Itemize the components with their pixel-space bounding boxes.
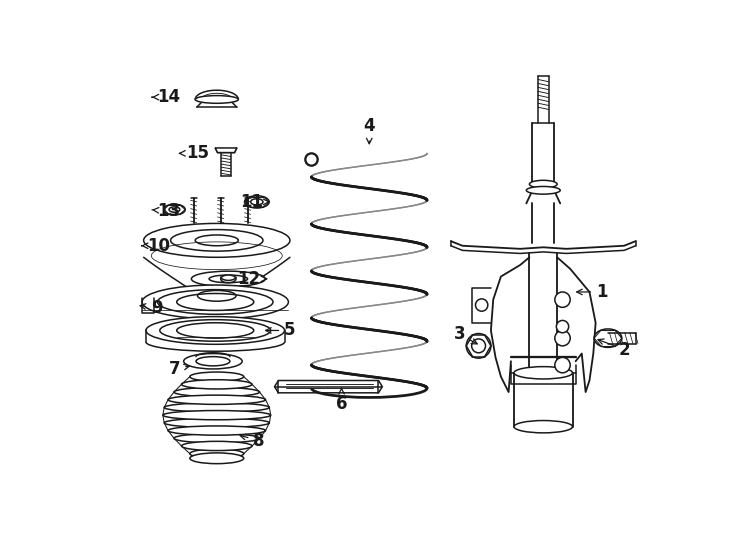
Ellipse shape <box>163 410 271 420</box>
Ellipse shape <box>514 421 573 433</box>
Ellipse shape <box>190 372 244 381</box>
Text: 10: 10 <box>142 237 170 255</box>
Ellipse shape <box>555 330 570 346</box>
Ellipse shape <box>174 387 260 397</box>
Ellipse shape <box>305 153 318 166</box>
Ellipse shape <box>168 395 266 404</box>
Ellipse shape <box>556 320 569 333</box>
Ellipse shape <box>476 299 488 311</box>
Ellipse shape <box>466 334 491 358</box>
Text: 3: 3 <box>454 325 477 344</box>
Text: 14: 14 <box>152 88 181 106</box>
Ellipse shape <box>526 186 560 194</box>
Ellipse shape <box>142 285 288 319</box>
Ellipse shape <box>190 453 244 464</box>
Ellipse shape <box>555 292 570 307</box>
Text: 5: 5 <box>266 321 296 340</box>
Ellipse shape <box>221 275 236 283</box>
Ellipse shape <box>244 195 269 208</box>
Text: 9: 9 <box>140 299 162 317</box>
Ellipse shape <box>195 96 239 103</box>
Polygon shape <box>215 148 237 153</box>
Ellipse shape <box>164 418 269 428</box>
Ellipse shape <box>164 204 185 215</box>
Text: 11: 11 <box>240 193 269 211</box>
Text: 8: 8 <box>240 431 265 450</box>
Text: 1: 1 <box>577 283 608 301</box>
Ellipse shape <box>197 291 236 301</box>
Ellipse shape <box>181 441 252 450</box>
Ellipse shape <box>144 224 290 257</box>
Ellipse shape <box>184 354 242 369</box>
Text: 6: 6 <box>335 388 347 413</box>
Text: 2: 2 <box>598 339 631 359</box>
Ellipse shape <box>514 367 573 379</box>
Polygon shape <box>275 381 382 393</box>
Text: 7: 7 <box>169 360 189 378</box>
Ellipse shape <box>529 180 557 188</box>
Ellipse shape <box>174 434 260 443</box>
Ellipse shape <box>181 380 252 389</box>
Ellipse shape <box>190 449 244 458</box>
Ellipse shape <box>146 316 285 345</box>
Ellipse shape <box>164 403 269 412</box>
Text: 12: 12 <box>238 270 266 288</box>
Ellipse shape <box>168 426 266 435</box>
Ellipse shape <box>192 271 265 287</box>
Text: 4: 4 <box>363 117 375 144</box>
Ellipse shape <box>594 329 622 347</box>
Text: 13: 13 <box>152 202 181 220</box>
Text: 15: 15 <box>180 144 209 163</box>
Ellipse shape <box>555 357 570 373</box>
